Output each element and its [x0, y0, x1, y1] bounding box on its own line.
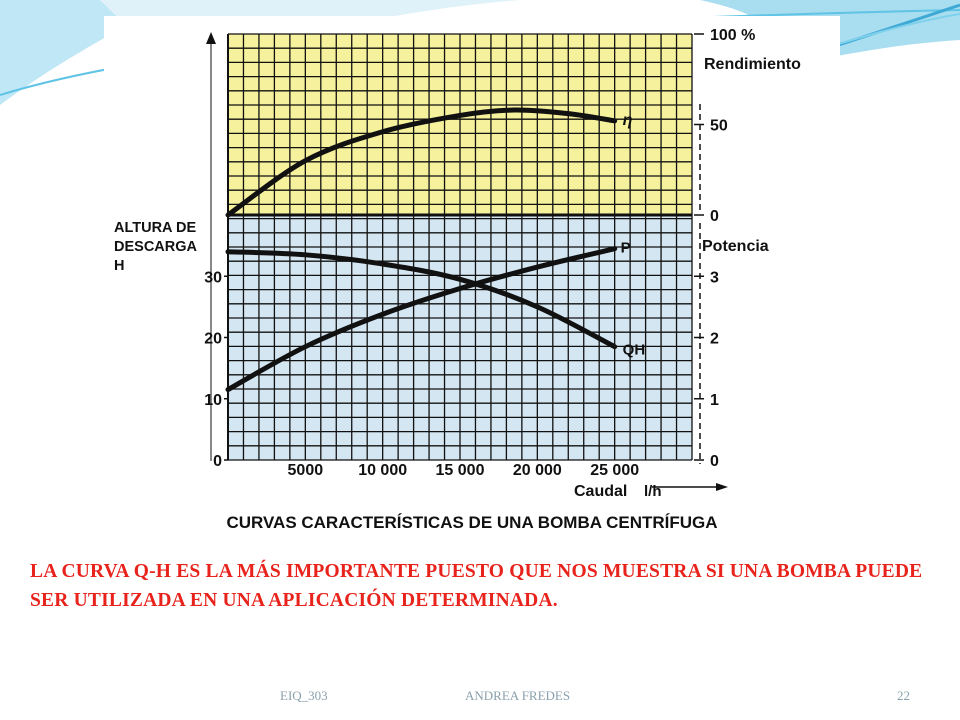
x-tick-label: 15 000: [436, 462, 485, 479]
power-axis-title: Potencia: [702, 238, 769, 255]
efficiency-tick-label: 0: [710, 208, 719, 225]
x-tick-label: 20 000: [513, 462, 562, 479]
pump-characteristic-chart: η P QH 0 10 20 30 ALTURA DE DESCARGA H 0 1 2 3 Potenci…: [114, 27, 801, 532]
left-tick-label: 30: [204, 269, 222, 286]
left-axis-label-line: DESCARGA: [114, 239, 198, 255]
series-line-efficiency: [225, 107, 618, 218]
x-axis-title: Caudal: [574, 483, 627, 500]
series-line-head: [225, 249, 618, 350]
series-line-power: [225, 246, 618, 393]
efficiency-axis-title: Rendimiento: [704, 56, 801, 73]
x-axis-unit: l/h: [644, 483, 662, 500]
left-axis-label-line: H: [114, 258, 124, 274]
left-tick-label: 0: [213, 453, 222, 470]
chart-title: CURVAS CARACTERÍSTICAS DE UNA BOMBA CENT…: [226, 513, 717, 532]
x-axis-arrowhead: [716, 483, 728, 491]
power-tick-label: 2: [710, 331, 719, 348]
series-label-head: QH: [623, 342, 646, 359]
left-axis-label-line: ALTURA DE: [114, 220, 196, 236]
decor-wave-left: [0, 0, 170, 105]
slide-body-text: LA CURVA Q-H ES LA MÁS IMPORTANTE PUESTO…: [30, 561, 923, 611]
efficiency-tick-label: 100 %: [710, 27, 755, 44]
series-label-power: P: [621, 240, 631, 257]
series-label-efficiency: η: [623, 112, 633, 129]
footer-course-code: EIQ_303: [280, 688, 328, 703]
efficiency-tick-label: 50: [710, 118, 728, 135]
power-tick-label: 0: [710, 453, 719, 470]
x-tick-label: 5000: [288, 462, 324, 479]
left-tick-label: 10: [204, 392, 222, 409]
chart-panel: η P QH 0 10 20 30 ALTURA DE DESCARGA H 0 1 2 3 Potenci…: [104, 16, 840, 540]
x-tick-label: 25 000: [590, 462, 639, 479]
left-tick-label: 20: [204, 331, 222, 348]
x-tick-label: 10 000: [358, 462, 407, 479]
y-axis-arrowhead: [206, 32, 216, 44]
power-tick-label: 1: [710, 392, 719, 409]
footer-author: ANDREA FREDES: [465, 688, 571, 703]
footer-page-number: 22: [897, 688, 910, 703]
power-tick-label: 3: [710, 269, 719, 286]
